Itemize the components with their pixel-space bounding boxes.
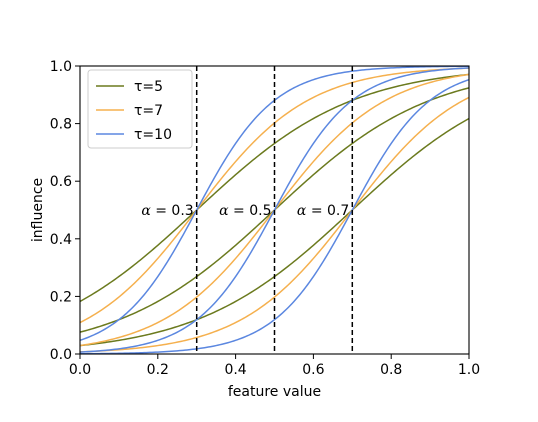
x-tick-label: 1.0 bbox=[458, 362, 480, 378]
y-tick-label: 1.0 bbox=[50, 59, 72, 75]
plot-frame bbox=[79, 65, 470, 355]
series-line-tau5-alpha1 bbox=[79, 73, 470, 303]
vertical-reference-lines bbox=[195, 66, 354, 354]
y-tick-label: 0.6 bbox=[50, 174, 72, 190]
legend-label-tau5: τ=5 bbox=[134, 79, 163, 95]
y-tick-label: 0.4 bbox=[50, 232, 72, 248]
annotation-alpha-1: α = 0.3 bbox=[141, 203, 193, 219]
series-line-tau10-alpha3 bbox=[79, 78, 470, 355]
x-tick-label: 0.2 bbox=[147, 362, 169, 378]
x-axis-label: feature value bbox=[228, 384, 321, 400]
legend: τ=5 τ=7 τ=10 bbox=[87, 69, 193, 149]
annotation-alpha-3: α = 0.7 bbox=[297, 203, 349, 219]
x-axis-ticks: 0.0 0.2 0.4 0.6 0.8 1.0 bbox=[69, 354, 480, 378]
legend-box bbox=[87, 69, 193, 149]
y-axis-ticks: 0.0 0.2 0.4 0.6 0.8 1.0 bbox=[50, 59, 80, 363]
x-tick-label: 0.4 bbox=[224, 362, 246, 378]
y-tick-label: 0.0 bbox=[50, 347, 72, 363]
series-line-tau7-alpha3 bbox=[79, 96, 470, 353]
alpha-annotations: α = 0.3 α = 0.5 α = 0.7 bbox=[141, 203, 349, 219]
x-tick-label: 0.8 bbox=[380, 362, 402, 378]
x-tick-label: 0.0 bbox=[69, 362, 91, 378]
legend-label-tau7: τ=7 bbox=[134, 103, 163, 119]
y-tick-label: 0.2 bbox=[50, 289, 72, 305]
annotation-alpha-2: α = 0.5 bbox=[219, 203, 271, 219]
y-axis-label: influence bbox=[30, 178, 46, 242]
legend-label-tau10: τ=10 bbox=[134, 127, 172, 143]
y-tick-label: 0.8 bbox=[50, 117, 72, 133]
x-tick-label: 0.6 bbox=[302, 362, 324, 378]
